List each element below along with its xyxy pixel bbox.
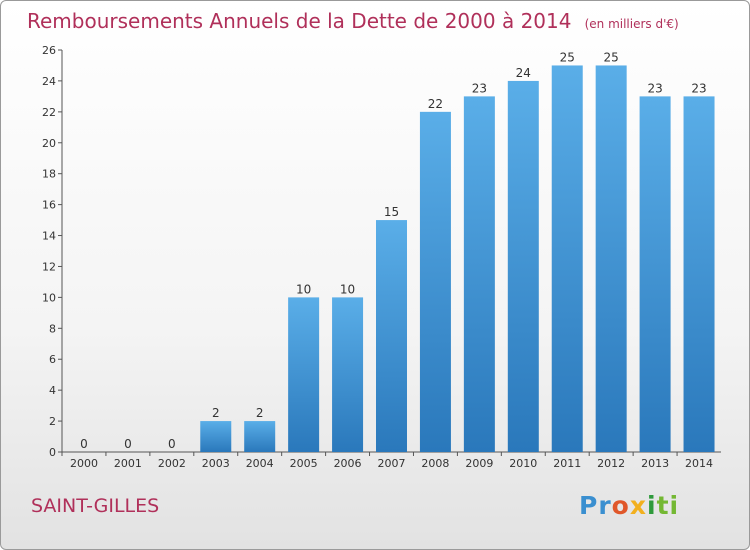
bar-2003	[200, 421, 232, 452]
chart-title: Remboursements Annuels de la Dette de 20…	[27, 9, 572, 33]
value-label-2012: 25	[604, 50, 619, 64]
y-tick-label: 26	[42, 44, 56, 57]
x-tick-label-2005: 2005	[290, 457, 318, 470]
x-tick-label-2001: 2001	[114, 457, 142, 470]
value-label-2006: 10	[340, 282, 355, 296]
bar-2005	[288, 297, 320, 452]
value-label-2004: 2	[256, 406, 264, 420]
y-tick-label: 22	[42, 106, 56, 119]
y-tick-label: 20	[42, 137, 56, 150]
y-tick-label: 18	[42, 168, 56, 181]
bar-2010	[507, 80, 539, 452]
x-tick-label-2013: 2013	[641, 457, 669, 470]
value-label-2007: 15	[384, 205, 399, 219]
bar-2004	[244, 421, 276, 452]
x-tick-label-2011: 2011	[553, 457, 581, 470]
x-tick-label-2009: 2009	[465, 457, 493, 470]
bar-2014	[683, 96, 715, 452]
chart-unit: (en milliers d'€)	[584, 17, 679, 31]
value-label-2002: 0	[168, 437, 176, 451]
value-label-2000: 0	[80, 437, 88, 451]
proxiti-logo: Proxiti	[579, 491, 680, 520]
value-label-2001: 0	[124, 437, 132, 451]
bar-2013	[639, 96, 671, 452]
y-tick-label: 0	[49, 446, 56, 459]
x-tick-label-2012: 2012	[597, 457, 625, 470]
y-tick-label: 14	[42, 230, 56, 243]
x-tick-label-2000: 2000	[70, 457, 98, 470]
y-tick-label: 12	[42, 260, 56, 273]
city-name: SAINT-GILLES	[31, 495, 160, 517]
bar-2007	[376, 220, 407, 452]
x-tick-label-2002: 2002	[158, 457, 186, 470]
bar-2009	[463, 96, 495, 452]
value-label-2014: 23	[691, 81, 706, 95]
y-tick-label: 24	[42, 75, 56, 88]
y-tick-label: 8	[49, 322, 56, 335]
chart-title-block: Remboursements Annuels de la Dette de 20…	[27, 9, 679, 33]
value-label-2008: 22	[428, 97, 443, 111]
y-tick-label: 6	[49, 353, 56, 366]
x-tick-label-2007: 2007	[378, 457, 406, 470]
value-label-2009: 23	[472, 81, 487, 95]
x-tick-label-2006: 2006	[334, 457, 362, 470]
value-label-2011: 25	[560, 50, 575, 64]
bar-2011	[551, 65, 583, 452]
y-tick-label: 2	[49, 415, 56, 428]
x-tick-label-2008: 2008	[421, 457, 449, 470]
value-label-2005: 10	[296, 282, 311, 296]
y-tick-label: 4	[49, 384, 56, 397]
value-label-2013: 23	[647, 81, 662, 95]
value-label-2010: 24	[516, 66, 531, 80]
value-label-2003: 2	[212, 406, 220, 420]
x-tick-label-2010: 2010	[509, 457, 537, 470]
x-tick-label-2003: 2003	[202, 457, 230, 470]
y-tick-label: 16	[42, 199, 56, 212]
y-tick-label: 10	[42, 291, 56, 304]
bar-2008	[419, 111, 451, 452]
bar-2006	[332, 297, 364, 452]
x-tick-label-2004: 2004	[246, 457, 274, 470]
bar-2012	[595, 65, 627, 452]
x-tick-label-2014: 2014	[685, 457, 713, 470]
